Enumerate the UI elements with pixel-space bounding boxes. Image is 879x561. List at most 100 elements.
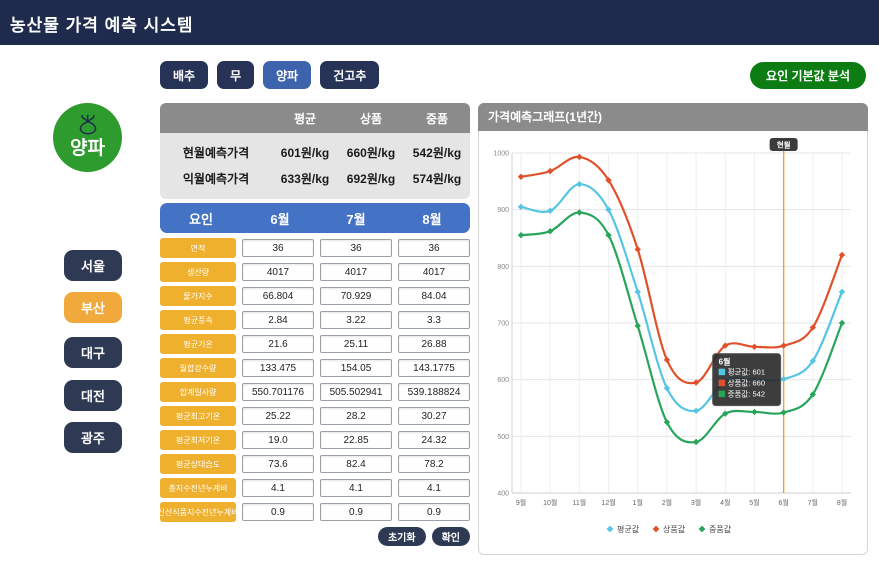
factor-input-july[interactable]	[320, 263, 392, 281]
factor-input-august[interactable]	[398, 311, 470, 329]
factor-input-july[interactable]	[320, 335, 392, 353]
factor-input-july[interactable]	[320, 287, 392, 305]
tab-cabbage[interactable]: 배추	[160, 61, 209, 89]
factor-input-july[interactable]	[320, 311, 392, 329]
data-point	[692, 438, 700, 446]
legend-item: 중품값	[698, 524, 732, 534]
factor-input-june[interactable]	[242, 479, 314, 497]
price-table-header: 평균 상품 중품	[160, 103, 470, 133]
data-point	[838, 251, 846, 259]
tab-dried-pepper[interactable]: 건고추	[320, 61, 380, 89]
data-point	[692, 407, 700, 415]
factor-row: 생산량	[160, 262, 470, 282]
y-tick-label: 500	[497, 434, 509, 441]
price-col-high-grade: 상품	[359, 111, 383, 126]
data-point	[634, 322, 641, 330]
tooltip-swatch	[718, 379, 726, 387]
city-button-seoul[interactable]: 서울	[64, 250, 122, 281]
factor-input-june[interactable]	[242, 455, 314, 473]
factor-input-july[interactable]	[320, 383, 392, 401]
factor-input-july[interactable]	[320, 239, 392, 257]
legend-label: 중품값	[709, 524, 732, 534]
factor-input-june[interactable]	[242, 503, 314, 521]
factor-input-august[interactable]	[398, 263, 470, 281]
data-point	[634, 288, 641, 296]
factor-input-july[interactable]	[320, 431, 392, 449]
factor-input-july[interactable]	[320, 455, 392, 473]
factor-table: 면적 생산량 물가지수 평균풍속 평균기온	[160, 238, 470, 522]
tooltip-row-text: 평균값: 601	[728, 367, 765, 377]
factor-input-august[interactable]	[398, 383, 470, 401]
factor-input-august[interactable]	[398, 479, 470, 497]
factor-input-june[interactable]	[242, 359, 314, 377]
factor-input-june[interactable]	[242, 287, 314, 305]
x-tick-label: 9월	[516, 498, 526, 507]
factor-input-june[interactable]	[242, 263, 314, 281]
factor-input-june[interactable]	[242, 239, 314, 257]
y-tick-label: 600	[497, 377, 509, 384]
price-value: 692원/kg	[346, 171, 396, 186]
x-tick-label: 7월	[808, 498, 818, 507]
city-button-daejeon[interactable]: 대전	[64, 380, 122, 411]
data-point	[576, 209, 583, 216]
x-tick-label: 1월	[633, 498, 643, 507]
data-point	[780, 375, 787, 383]
reset-button[interactable]: 초기화	[377, 527, 426, 546]
factor-row: 평균상대습도	[160, 454, 470, 474]
factor-default-analysis-button[interactable]: 요인 기본값 분석	[750, 62, 866, 89]
data-point	[546, 167, 554, 175]
tooltip-title: 6월	[719, 357, 731, 367]
factor-input-july[interactable]	[320, 359, 392, 377]
tab-radish[interactable]: 무	[217, 61, 255, 89]
factor-input-august[interactable]	[398, 335, 470, 353]
x-tick-label: 8월	[837, 498, 847, 507]
y-tick-label: 700	[497, 321, 509, 328]
factor-col-name: 요인	[189, 211, 213, 227]
data-point	[517, 231, 525, 239]
factor-input-august[interactable]	[398, 359, 470, 377]
tab-onion[interactable]: 양파	[263, 61, 312, 89]
city-button-daegu[interactable]: 대구	[64, 337, 122, 368]
price-value: 601원/kg	[280, 145, 330, 160]
factor-input-august[interactable]	[398, 239, 470, 257]
product-name: 양파	[70, 138, 105, 159]
x-tick-label: 4월	[720, 498, 730, 507]
confirm-button[interactable]: 확인	[431, 527, 470, 546]
current-month-label: 현월	[777, 140, 791, 150]
data-point	[517, 173, 525, 180]
city-button-gwangju[interactable]: 광주	[64, 422, 122, 453]
price-value: 574원/kg	[412, 171, 462, 186]
factor-input-august[interactable]	[398, 455, 470, 473]
factor-input-august[interactable]	[398, 431, 470, 449]
factor-input-august[interactable]	[398, 503, 470, 521]
factor-input-june[interactable]	[242, 431, 314, 449]
factor-label: 면적	[160, 238, 236, 258]
factor-row: 평균최고기온	[160, 406, 470, 426]
price-forecast-chart-panel: 가격예측그래프(1년간) 400 500 600 700 800 900 1000 9월 10월…	[478, 103, 868, 555]
row-label-current-month-price: 현월예측가격	[182, 145, 250, 160]
legend-swatch	[606, 525, 614, 533]
legend-item: 상품값	[652, 524, 686, 534]
factor-input-july[interactable]	[320, 407, 392, 425]
price-table-body: 현월예측가격 601원/kg 660원/kg 542원/kg 익월예측가격 63…	[160, 133, 470, 199]
price-col-mid-grade: 중품	[425, 111, 449, 126]
data-point	[517, 203, 525, 211]
city-button-busan[interactable]: 부산	[64, 292, 122, 323]
factor-input-july[interactable]	[320, 479, 392, 497]
price-value: 633원/kg	[280, 171, 330, 186]
x-tick-label: 6월	[778, 498, 788, 507]
factor-input-june[interactable]	[242, 311, 314, 329]
factor-input-june[interactable]	[242, 407, 314, 425]
tooltip-row-text: 중품값: 542	[728, 390, 765, 399]
factor-label: 평균풍속	[160, 310, 236, 330]
factor-form-buttons: 초기화 확인	[160, 527, 470, 546]
legend-label: 상품값	[663, 524, 686, 534]
price-chart-svg: 400 500 600 700 800 900 1000 9월 10월 11월 12월 1월 2월 3월 4…	[493, 138, 851, 534]
factor-row: 평균풍속	[160, 310, 470, 330]
factor-input-june[interactable]	[242, 335, 314, 353]
factor-input-july[interactable]	[320, 503, 392, 521]
factor-input-august[interactable]	[398, 287, 470, 305]
data-point	[838, 288, 846, 296]
factor-input-june[interactable]	[242, 383, 314, 401]
factor-input-august[interactable]	[398, 407, 470, 425]
